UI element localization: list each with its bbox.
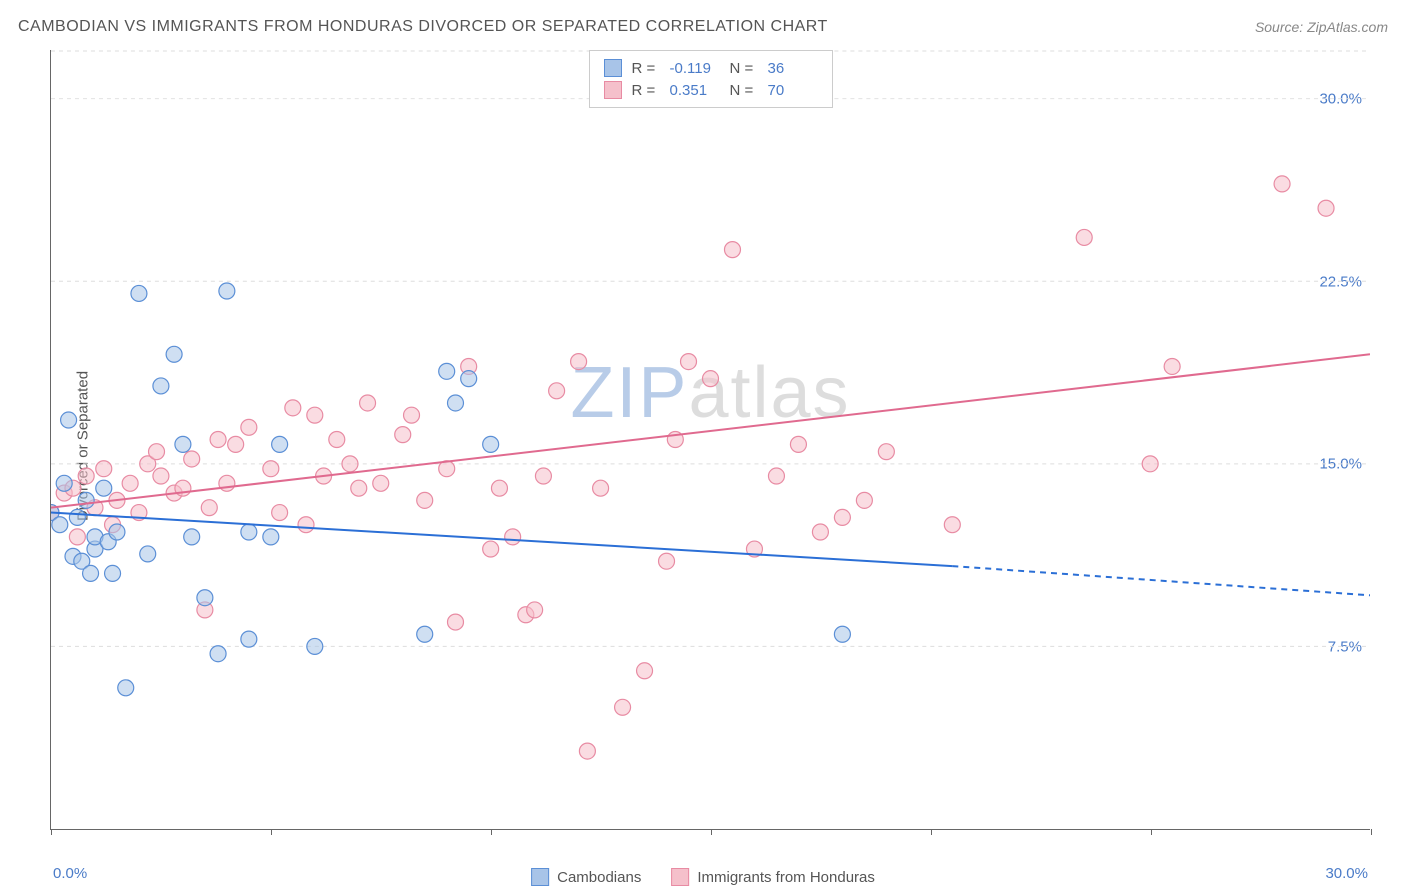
x-tick-mark <box>271 829 272 835</box>
gridlines <box>51 51 1370 646</box>
swatch-honduras-icon <box>604 81 622 99</box>
n-label: N = <box>730 60 758 77</box>
swatch-honduras-icon <box>671 868 689 886</box>
title-bar: CAMBODIAN VS IMMIGRANTS FROM HONDURAS DI… <box>18 18 1388 36</box>
plot-area: R = -0.119 N = 36 R = 0.351 N = 70 ZIPat… <box>50 50 1370 830</box>
legend-row-honduras: R = 0.351 N = 70 <box>604 79 818 101</box>
x-axis-min-label: 0.0% <box>53 865 87 882</box>
source-credit: Source: ZipAtlas.com <box>1255 19 1388 35</box>
x-tick-mark <box>51 829 52 835</box>
correlation-legend: R = -0.119 N = 36 R = 0.351 N = 70 <box>589 50 833 108</box>
x-axis-max-label: 30.0% <box>1325 865 1368 882</box>
chart-svg <box>51 50 1370 829</box>
swatch-cambodians-icon <box>531 868 549 886</box>
x-tick-mark <box>491 829 492 835</box>
legend-label-cambodians: Cambodians <box>557 869 641 886</box>
trendlines <box>51 354 1370 595</box>
source-name: ZipAtlas.com <box>1307 19 1388 35</box>
x-tick-mark <box>1151 829 1152 835</box>
r-label: R = <box>632 82 660 99</box>
x-tick-mark <box>1371 829 1372 835</box>
source-label: Source: <box>1255 19 1307 35</box>
legend-row-cambodians: R = -0.119 N = 36 <box>604 57 818 79</box>
n-label: N = <box>730 82 758 99</box>
legend-item-cambodians: Cambodians <box>531 868 641 886</box>
x-tick-mark <box>931 829 932 835</box>
scatter-honduras <box>51 176 1334 759</box>
r-label: R = <box>632 60 660 77</box>
legend-item-honduras: Immigrants from Honduras <box>671 868 875 886</box>
r-value-honduras: 0.351 <box>670 82 720 99</box>
r-value-cambodians: -0.119 <box>670 60 720 77</box>
x-tick-mark <box>711 829 712 835</box>
n-value-honduras: 70 <box>768 82 818 99</box>
swatch-cambodians-icon <box>604 59 622 77</box>
chart-title: CAMBODIAN VS IMMIGRANTS FROM HONDURAS DI… <box>18 18 828 36</box>
series-legend: Cambodians Immigrants from Honduras <box>531 868 875 886</box>
n-value-cambodians: 36 <box>768 60 818 77</box>
legend-label-honduras: Immigrants from Honduras <box>697 869 875 886</box>
